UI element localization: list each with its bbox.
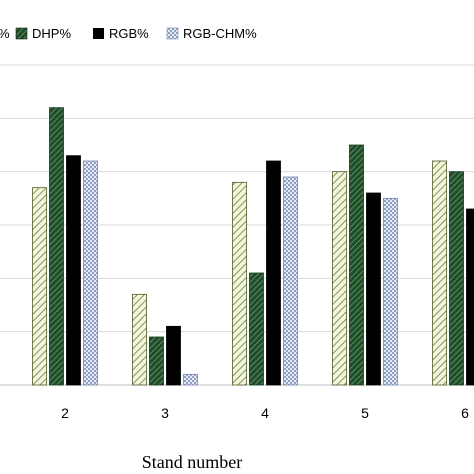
bar-stand-5-series-0 (332, 171, 347, 386)
bar-stand-4-series-2 (266, 160, 281, 386)
x-tick-label: 2 (61, 405, 69, 421)
bar-stand-5-series-2 (366, 192, 381, 386)
bar-stand-5-series-3 (383, 197, 398, 386)
bar-stand-6-series-1 (449, 171, 464, 386)
bar-stand-4-series-0 (232, 181, 247, 386)
legend-swatch-dhp (15, 27, 28, 40)
legend-swatch-rgb (93, 28, 104, 39)
x-tick-label: 5 (361, 405, 369, 421)
bar-stand-6-series-2 (466, 208, 474, 386)
bar-stand-3-series-2 (166, 325, 181, 386)
bars (32, 107, 474, 386)
x-tick-label: 4 (261, 405, 269, 421)
bar-stand-4-series-3 (283, 176, 298, 386)
legend-partial-label: % (0, 26, 10, 41)
bar-stand-2-series-1 (49, 107, 64, 386)
legend-label-rgb-chm: RGB-CHM% (183, 26, 257, 41)
x-tick-labels: 2 3 4 5 6 (61, 405, 469, 421)
x-tick-label: 6 (461, 405, 469, 421)
legend-swatch-rgb-chm (166, 27, 179, 40)
legend-label-dhp: DHP% (32, 26, 71, 41)
bar-stand-2-series-3 (83, 160, 98, 386)
bar-stand-6-series-0 (432, 160, 447, 386)
bar-stand-3-series-0 (132, 293, 147, 386)
x-axis-title: Stand number (142, 452, 243, 472)
legend: % DHP% RGB% RGB-CHM% (0, 26, 257, 41)
legend-label-rgb: RGB% (109, 26, 149, 41)
bar-stand-4-series-1 (249, 272, 264, 386)
bar-stand-3-series-3 (183, 373, 198, 386)
bar-stand-5-series-1 (349, 144, 364, 386)
bar-stand-3-series-1 (149, 336, 164, 386)
bar-stand-2-series-2 (66, 155, 81, 386)
bar-stand-2-series-0 (32, 187, 47, 386)
x-tick-label: 3 (161, 405, 169, 421)
